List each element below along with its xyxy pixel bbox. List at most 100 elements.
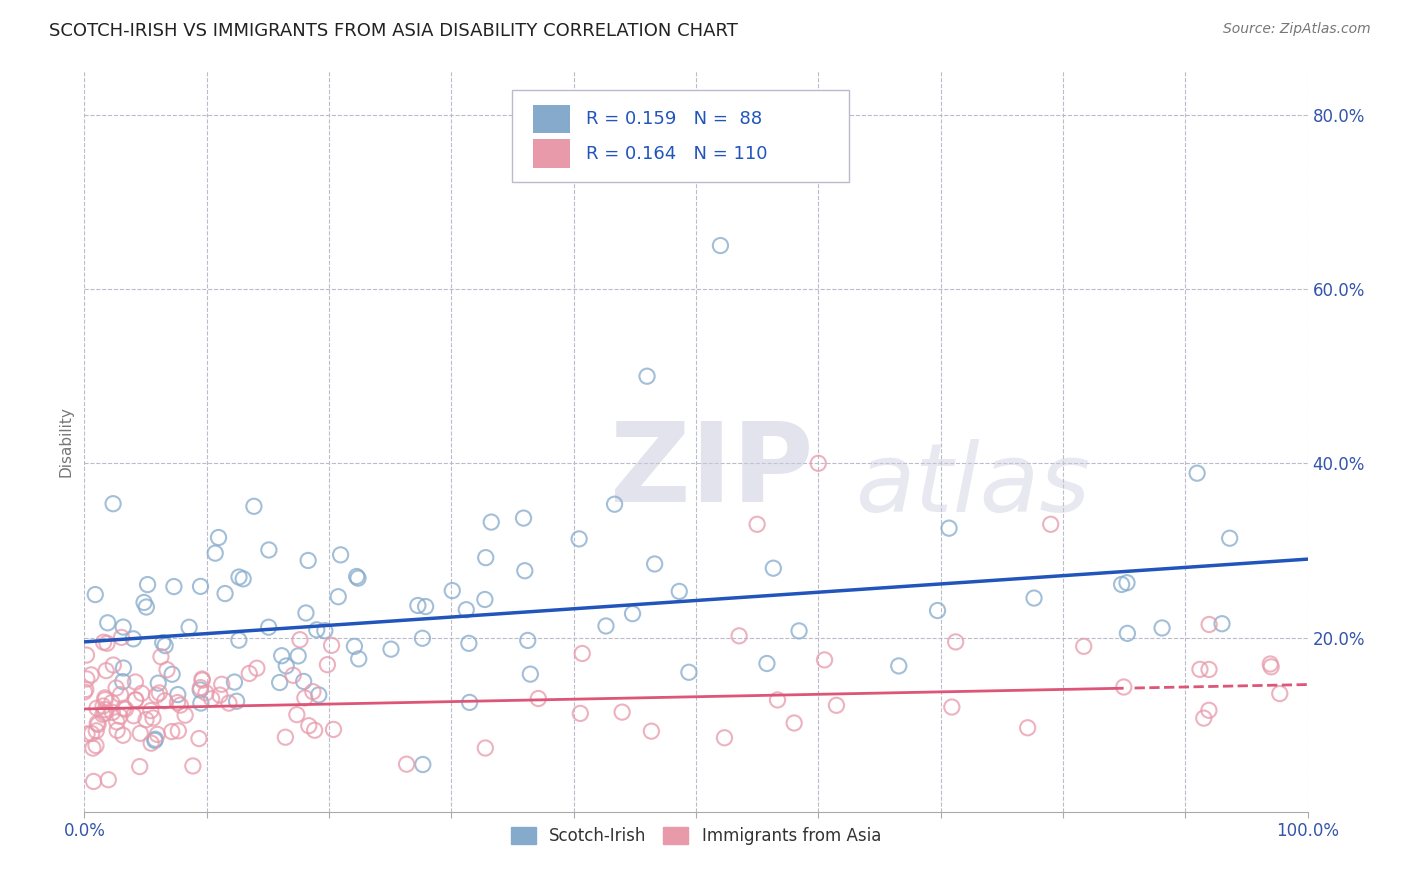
- Point: [76, 648, 98, 662]
- Point: [129, 726, 152, 740]
- Point: [347, 652, 370, 666]
- Point: [122, 632, 145, 646]
- Point: [640, 724, 662, 739]
- Point: [322, 723, 344, 737]
- Point: [124, 675, 146, 690]
- Point: [1017, 721, 1039, 735]
- Point: [1258, 657, 1281, 671]
- Point: [73, 685, 96, 699]
- Point: [1219, 531, 1241, 545]
- Point: [214, 586, 236, 600]
- Point: [122, 708, 145, 723]
- Point: [135, 600, 157, 615]
- Point: [188, 682, 211, 697]
- Point: [321, 638, 343, 652]
- Point: [1198, 663, 1220, 677]
- Point: [83, 774, 105, 789]
- Point: [188, 731, 211, 746]
- Point: [787, 624, 810, 638]
- Point: [110, 688, 132, 702]
- Text: R = 0.164   N = 110: R = 0.164 N = 110: [586, 145, 768, 162]
- Point: [1116, 626, 1139, 640]
- Point: [1116, 575, 1139, 590]
- Point: [474, 741, 496, 756]
- Point: [179, 620, 201, 634]
- Point: [305, 623, 328, 637]
- Point: [807, 456, 830, 470]
- Point: [595, 619, 617, 633]
- Point: [112, 620, 135, 634]
- Point: [380, 642, 402, 657]
- Point: [228, 633, 250, 648]
- Text: Source: ZipAtlas.com: Source: ZipAtlas.com: [1223, 22, 1371, 37]
- Point: [395, 757, 418, 772]
- Point: [166, 696, 188, 710]
- Point: [283, 668, 305, 682]
- Point: [167, 723, 190, 738]
- Point: [108, 709, 131, 723]
- Point: [298, 719, 321, 733]
- Point: [76, 727, 98, 741]
- Point: [191, 672, 214, 686]
- Text: SCOTCH-IRISH VS IMMIGRANTS FROM ASIA DISABILITY CORRELATION CHART: SCOTCH-IRISH VS IMMIGRANTS FROM ASIA DIS…: [49, 22, 738, 40]
- Point: [163, 580, 186, 594]
- Point: [519, 667, 541, 681]
- Point: [207, 531, 229, 545]
- Point: [308, 688, 330, 702]
- Point: [302, 684, 325, 698]
- Point: [86, 716, 108, 731]
- Point: [232, 572, 254, 586]
- Point: [314, 624, 336, 638]
- Point: [97, 772, 120, 787]
- Point: [160, 667, 183, 681]
- Point: [294, 690, 316, 705]
- Point: [80, 726, 103, 740]
- Point: [169, 698, 191, 713]
- Point: [927, 603, 949, 617]
- Point: [94, 703, 117, 717]
- Point: [610, 705, 633, 719]
- Point: [105, 723, 128, 738]
- Point: [412, 757, 434, 772]
- Point: [783, 716, 806, 731]
- Point: [516, 633, 538, 648]
- Point: [153, 639, 176, 653]
- Point: [270, 648, 292, 663]
- Point: [304, 723, 326, 738]
- Point: [218, 696, 240, 710]
- Point: [105, 714, 128, 729]
- Point: [636, 369, 658, 384]
- Point: [512, 511, 534, 525]
- Point: [100, 696, 122, 710]
- Point: [728, 629, 751, 643]
- Point: [131, 686, 153, 700]
- Point: [347, 571, 370, 585]
- Point: [346, 569, 368, 583]
- Point: [441, 583, 464, 598]
- Point: [747, 517, 769, 532]
- Point: [105, 681, 128, 695]
- Point: [228, 570, 250, 584]
- Point: [143, 732, 166, 747]
- Point: [292, 674, 315, 689]
- Point: [257, 620, 280, 634]
- Point: [211, 677, 233, 691]
- Point: [166, 688, 188, 702]
- Point: [941, 700, 963, 714]
- Point: [285, 707, 308, 722]
- Point: [1198, 617, 1220, 632]
- Point: [603, 497, 626, 511]
- Point: [97, 615, 120, 630]
- Point: [111, 674, 134, 689]
- Point: [112, 661, 135, 675]
- Point: [96, 636, 118, 650]
- Point: [243, 500, 266, 514]
- Point: [204, 546, 226, 560]
- Point: [343, 640, 366, 654]
- Point: [328, 590, 350, 604]
- Point: [224, 675, 246, 690]
- Point: [148, 686, 170, 700]
- Point: [457, 636, 479, 650]
- Point: [1188, 662, 1211, 676]
- Point: [141, 736, 163, 750]
